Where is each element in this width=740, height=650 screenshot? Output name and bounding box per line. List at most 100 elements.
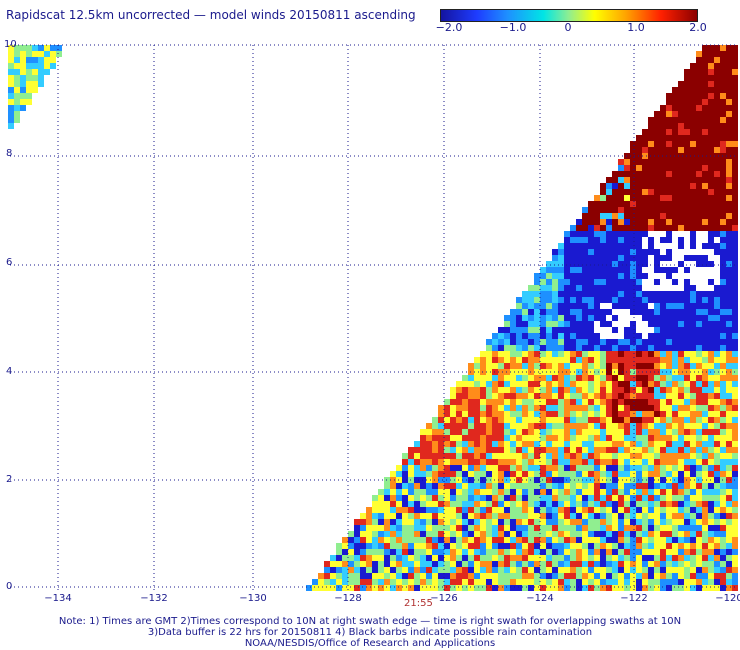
swath-cell bbox=[516, 543, 522, 549]
swath-cell bbox=[708, 141, 714, 147]
swath-cell bbox=[438, 429, 444, 435]
swath-cell bbox=[624, 543, 630, 549]
swath-cell bbox=[606, 381, 612, 387]
swath-cell bbox=[558, 363, 564, 369]
swath-cell bbox=[672, 447, 678, 453]
swath-cell bbox=[522, 477, 528, 483]
swath-cell bbox=[570, 237, 576, 243]
swath-cell bbox=[678, 153, 684, 159]
swath-cell bbox=[726, 537, 732, 543]
swath-cell bbox=[654, 255, 660, 261]
swath-cell bbox=[582, 471, 588, 477]
swath-cell bbox=[678, 501, 684, 507]
swath-cell bbox=[714, 513, 720, 519]
swath-cell bbox=[474, 513, 480, 519]
swath-cell bbox=[534, 495, 540, 501]
swath-cell bbox=[708, 93, 714, 99]
swath-cell bbox=[20, 51, 26, 57]
swath-cell bbox=[732, 225, 738, 231]
swath-cell bbox=[642, 465, 648, 471]
swath-cell bbox=[420, 459, 426, 465]
swath-cell bbox=[534, 297, 540, 303]
swath-cell bbox=[702, 375, 708, 381]
swath-cell bbox=[708, 561, 714, 567]
swath-cell bbox=[594, 537, 600, 543]
swath-cell bbox=[474, 417, 480, 423]
swath-cell bbox=[624, 303, 630, 309]
swath-cell bbox=[678, 99, 684, 105]
swath-cell bbox=[684, 537, 690, 543]
swath-cell bbox=[666, 255, 672, 261]
colorbar-tick: 0 bbox=[564, 21, 572, 34]
swath-cell bbox=[624, 219, 630, 225]
swath-cell bbox=[468, 459, 474, 465]
swath-cell bbox=[504, 555, 510, 561]
swath-cell bbox=[588, 213, 594, 219]
swath-cell bbox=[432, 441, 438, 447]
swath-cell bbox=[708, 339, 714, 345]
swath-cell bbox=[714, 141, 720, 147]
swath-cell bbox=[528, 339, 534, 345]
swath-cell bbox=[420, 495, 426, 501]
swath-cell bbox=[642, 225, 648, 231]
swath-cell bbox=[720, 129, 726, 135]
swath-cell bbox=[666, 381, 672, 387]
swath-cell bbox=[732, 531, 738, 537]
swath-cell bbox=[666, 519, 672, 525]
swath-cell bbox=[432, 579, 438, 585]
swath-cell bbox=[576, 411, 582, 417]
swath-cell bbox=[576, 483, 582, 489]
swath-cell bbox=[8, 81, 14, 87]
swath-cell bbox=[690, 399, 696, 405]
swath-cell bbox=[672, 93, 678, 99]
swath-cell bbox=[630, 321, 636, 327]
swath-cell bbox=[522, 471, 528, 477]
swath-cell bbox=[648, 333, 654, 339]
swath-cell bbox=[14, 87, 20, 93]
swath-cell bbox=[720, 327, 726, 333]
swath-cell bbox=[720, 381, 726, 387]
swath-cell bbox=[684, 183, 690, 189]
swath-cell bbox=[558, 489, 564, 495]
swath-cell bbox=[708, 219, 714, 225]
swath-cell bbox=[552, 357, 558, 363]
swath-cell bbox=[726, 63, 732, 69]
swath-cell bbox=[534, 363, 540, 369]
swath-cell bbox=[654, 585, 660, 591]
swath-cell bbox=[522, 453, 528, 459]
swath-cell bbox=[630, 447, 636, 453]
swath-cell bbox=[468, 561, 474, 567]
swath-cell bbox=[546, 555, 552, 561]
swath-cell bbox=[540, 393, 546, 399]
swath-cell bbox=[540, 411, 546, 417]
swath-cell bbox=[408, 543, 414, 549]
swath-cell bbox=[534, 501, 540, 507]
swath-cell bbox=[546, 471, 552, 477]
swath-cell bbox=[654, 495, 660, 501]
swath-cell bbox=[732, 99, 738, 105]
swath-cell bbox=[528, 345, 534, 351]
swath-cell bbox=[690, 99, 696, 105]
swath-cell bbox=[726, 453, 732, 459]
swath-cell bbox=[618, 183, 624, 189]
swath-cell bbox=[618, 507, 624, 513]
swath-cell bbox=[408, 507, 414, 513]
swath-cell bbox=[564, 543, 570, 549]
swath-cell bbox=[462, 411, 468, 417]
swath-cell bbox=[636, 513, 642, 519]
swath-cell bbox=[540, 321, 546, 327]
swath-cell bbox=[498, 381, 504, 387]
swath-cell bbox=[462, 543, 468, 549]
swath-cell bbox=[510, 477, 516, 483]
swath-cell bbox=[474, 453, 480, 459]
swath-cell bbox=[468, 399, 474, 405]
swath-cell bbox=[714, 249, 720, 255]
swath-cell bbox=[672, 513, 678, 519]
swath-cell bbox=[492, 483, 498, 489]
swath-cell bbox=[600, 447, 606, 453]
swath-cell bbox=[480, 429, 486, 435]
swath-cell bbox=[564, 279, 570, 285]
swath-cell bbox=[696, 441, 702, 447]
swath-cell bbox=[612, 351, 618, 357]
swath-cell bbox=[696, 207, 702, 213]
